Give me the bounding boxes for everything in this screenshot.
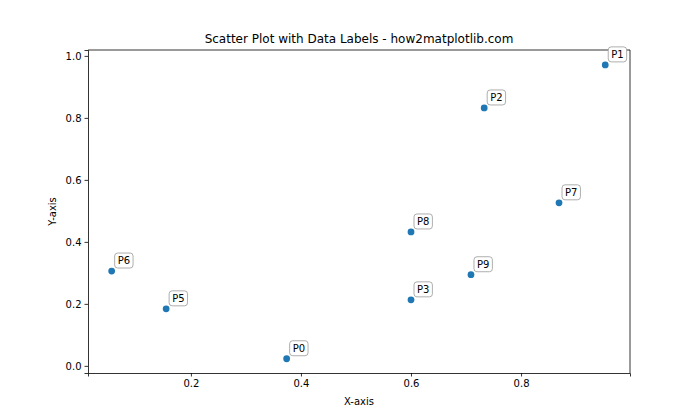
label-text: P5 (172, 293, 184, 304)
point-label: P9 (474, 257, 492, 272)
y-axis-tick: 0.4 (66, 237, 88, 248)
y-axis-tick: 0.0 (66, 361, 88, 372)
point-label: P6 (115, 253, 133, 268)
point-label: P5 (169, 291, 187, 306)
point (602, 61, 609, 68)
x-axis-tick-label: 0.2 (183, 378, 199, 389)
y-axis-tick-mark (85, 118, 89, 119)
x-axis-title: X-axis (344, 396, 374, 407)
y-axis-tick: 0.2 (66, 299, 88, 310)
label-box (608, 47, 626, 62)
x-axis-line (89, 374, 631, 377)
x-axis-tick: 0.2 (183, 373, 199, 389)
label-text: P9 (477, 259, 489, 270)
label-box (487, 90, 505, 105)
label-box (562, 185, 580, 200)
label-box (414, 214, 432, 229)
y-axis-tick: 0.8 (66, 113, 88, 124)
x-axis-tick-label: 0.4 (293, 378, 309, 389)
label-text: P7 (565, 187, 577, 198)
x-axis-tick-label: 0.8 (514, 378, 530, 389)
point (481, 105, 488, 112)
frame-right (630, 50, 631, 373)
title: Scatter Plot with Data Labels - how2matp… (205, 32, 514, 46)
x-axis-tick: 0.8 (514, 373, 530, 389)
points (108, 61, 608, 362)
label-box (169, 291, 187, 306)
y-axis-title: Y-axis (47, 197, 58, 227)
point-label: P0 (290, 341, 308, 356)
label-box (414, 282, 432, 297)
y-axis-tick-mark (85, 242, 89, 243)
y-axis-tick-label: 0.8 (66, 113, 82, 124)
x-axis-tick: 0.6 (404, 373, 420, 389)
label-box (115, 253, 133, 268)
label-text: P3 (417, 284, 429, 295)
label-text: P2 (490, 92, 502, 103)
label-text: P6 (118, 255, 130, 266)
chart: 0.2 0.4 0.6 0.8 0.0 0.2 0.4 0.6 0.8 1.0 P0 P1 P2 P3 P5… (0, 0, 700, 420)
label-text: P1 (611, 49, 623, 60)
point-label: P2 (487, 90, 505, 105)
x-axis-tick-mark (411, 373, 412, 377)
label-text: P0 (293, 343, 305, 354)
label-box (474, 257, 492, 272)
point-label: P8 (414, 214, 432, 229)
y-axis-tick-label: 0.4 (66, 237, 82, 248)
label-box (290, 341, 308, 356)
y-axis-tick-label: 1.0 (66, 51, 82, 62)
point-label: P1 (608, 47, 626, 62)
point (468, 271, 475, 278)
y-axis-tick-mark (85, 366, 89, 367)
y-axis-tick-label: 0.6 (66, 175, 82, 186)
y-axis-tick-label: 0.0 (66, 361, 82, 372)
y-axis-line (85, 51, 89, 374)
x-axis-tick: 0.4 (293, 373, 309, 389)
point (408, 296, 415, 303)
point-label: P7 (562, 185, 580, 200)
point (408, 229, 415, 236)
frame-top (88, 50, 630, 51)
point-label: P3 (414, 282, 432, 297)
point (556, 199, 563, 206)
point (283, 355, 290, 362)
y-axis-tick-mark (85, 56, 89, 57)
y-axis-tick-mark (85, 304, 89, 305)
y-axis-tick-label: 0.2 (66, 299, 82, 310)
y-axis-tick-mark (85, 180, 89, 181)
x-axis-tick-mark (301, 373, 302, 377)
x-axis-tick-mark (521, 373, 522, 377)
y-axis-tick: 1.0 (66, 51, 88, 62)
y-axis: 0.0 0.2 0.4 0.6 0.8 1.0 (66, 51, 89, 374)
y-axis-tick: 0.6 (66, 175, 88, 186)
point-labels: P0 P1 P2 P3 P5 P6 P7 P8 P9 (115, 47, 627, 356)
point (108, 268, 115, 275)
point (163, 305, 170, 312)
x-axis: 0.2 0.4 0.6 0.8 (89, 373, 631, 389)
x-axis-tick-mark (191, 373, 192, 377)
label-text: P8 (417, 216, 429, 227)
x-axis-tick-label: 0.6 (404, 378, 420, 389)
